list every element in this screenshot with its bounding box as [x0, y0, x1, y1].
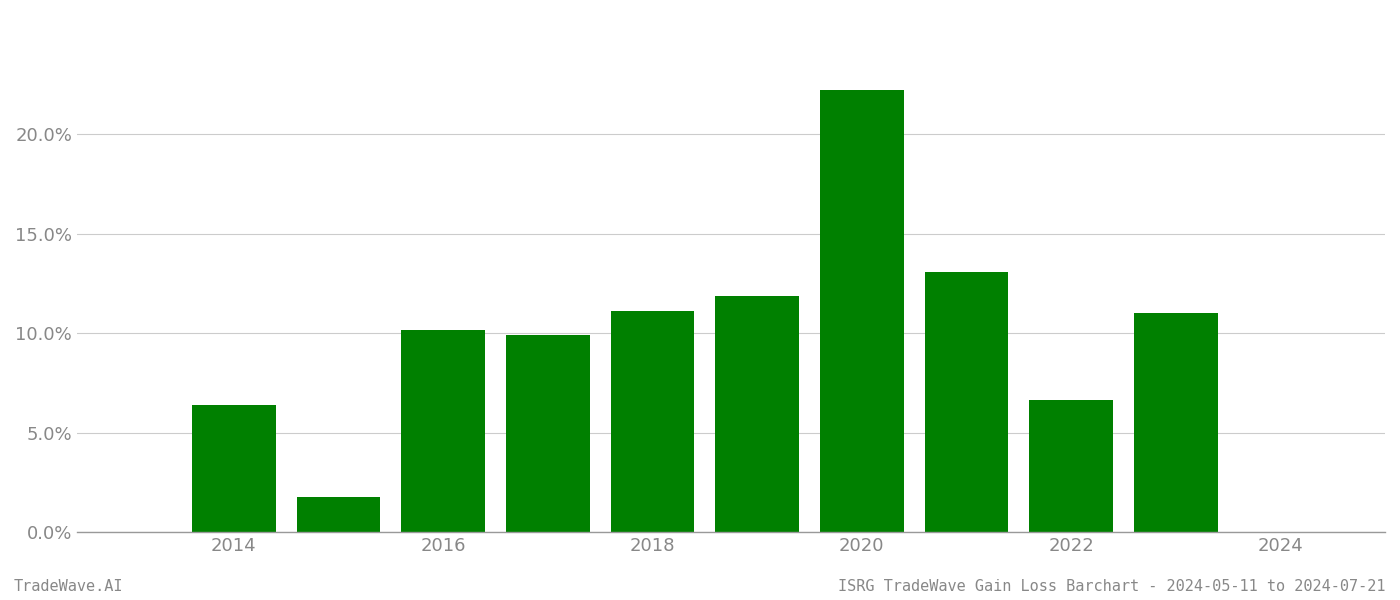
- Bar: [1029, 400, 1113, 532]
- Bar: [192, 405, 276, 532]
- Text: ISRG TradeWave Gain Loss Barchart - 2024-05-11 to 2024-07-21: ISRG TradeWave Gain Loss Barchart - 2024…: [839, 579, 1386, 594]
- Bar: [715, 296, 799, 532]
- Bar: [610, 311, 694, 532]
- Text: TradeWave.AI: TradeWave.AI: [14, 579, 123, 594]
- Bar: [820, 91, 903, 532]
- Bar: [1134, 313, 1218, 532]
- Bar: [297, 497, 381, 532]
- Bar: [924, 272, 1008, 532]
- Bar: [402, 329, 484, 532]
- Bar: [505, 335, 589, 532]
